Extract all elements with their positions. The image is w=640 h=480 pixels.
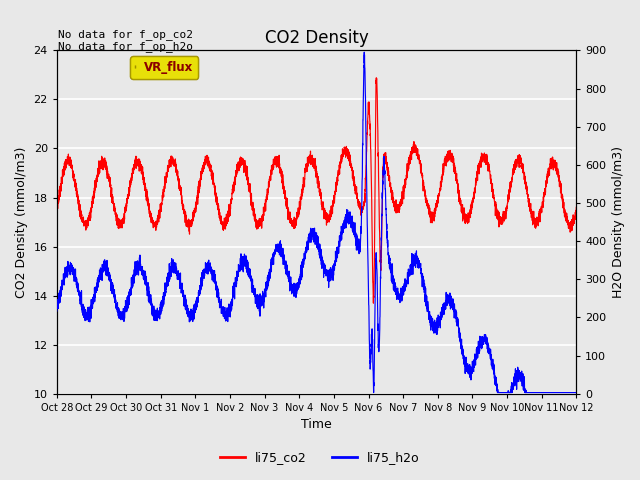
Text: No data for f_op_co2
No data for f_op_h2o: No data for f_op_co2 No data for f_op_h2… — [58, 29, 193, 52]
X-axis label: Time: Time — [301, 419, 332, 432]
Y-axis label: CO2 Density (mmol/m3): CO2 Density (mmol/m3) — [15, 146, 28, 298]
Y-axis label: H2O Density (mmol/m3): H2O Density (mmol/m3) — [612, 146, 625, 298]
Legend: VR_flux: VR_flux — [131, 56, 198, 79]
Title: CO2 Density: CO2 Density — [265, 29, 369, 48]
Legend: li75_co2, li75_h2o: li75_co2, li75_h2o — [215, 446, 425, 469]
